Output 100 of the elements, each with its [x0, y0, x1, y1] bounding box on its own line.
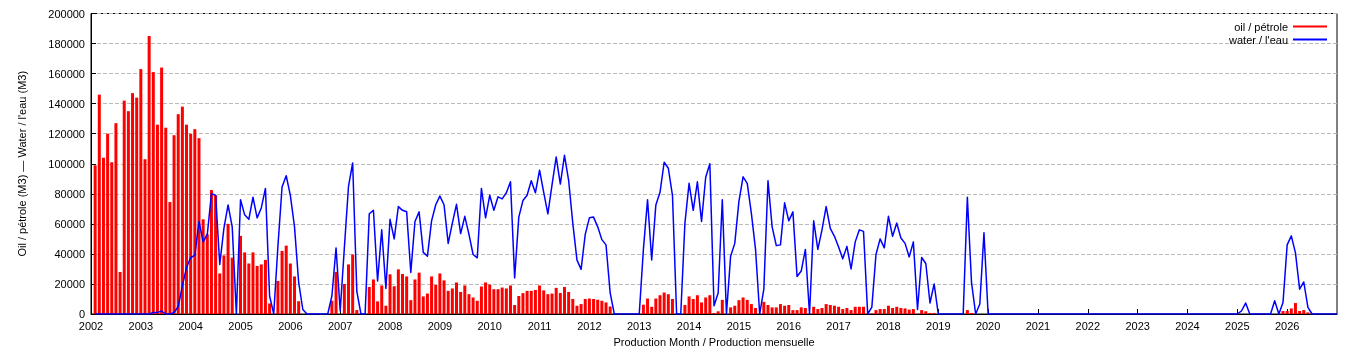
bar: [131, 93, 135, 314]
bar: [646, 298, 650, 314]
bar: [899, 307, 903, 314]
x-tick-label: 2022: [1075, 319, 1101, 332]
bar: [546, 294, 550, 314]
x-tick-label: 2007: [327, 319, 353, 332]
bar: [832, 305, 836, 314]
bar: [209, 190, 213, 314]
bar: [691, 298, 695, 314]
bar: [587, 298, 591, 314]
bar: [500, 287, 504, 314]
bar: [853, 306, 857, 314]
bar: [442, 280, 446, 314]
bar: [737, 300, 741, 314]
bar: [600, 300, 604, 314]
bar: [812, 306, 816, 314]
bar: [413, 279, 417, 314]
bar: [139, 69, 143, 314]
y-tick-label: 200000: [48, 7, 85, 20]
y-tick-label: 60000: [54, 217, 85, 230]
x-tick-label: 2017: [826, 319, 851, 332]
x-tick-label: 2009: [427, 319, 453, 332]
bar: [820, 307, 824, 314]
bar: [496, 289, 500, 314]
x-tick-label: 2021: [1025, 319, 1051, 332]
x-tick-label: 2006: [278, 319, 303, 332]
bar: [255, 265, 259, 314]
bar: [783, 305, 787, 314]
bar: [180, 106, 184, 314]
y-tick-label: 80000: [54, 187, 85, 200]
bar: [276, 280, 280, 314]
bar: [351, 254, 355, 314]
bar: [193, 129, 197, 314]
bar: [388, 274, 392, 314]
x-tick-label: 2020: [975, 319, 1001, 332]
bar: [454, 282, 458, 314]
bar: [704, 297, 708, 314]
bar: [874, 310, 878, 314]
bar: [147, 36, 151, 314]
bar: [670, 298, 674, 314]
bar: [554, 287, 558, 314]
bar: [596, 299, 600, 314]
bar: [259, 264, 263, 314]
y-tick-label: 0: [78, 308, 85, 320]
bar: [492, 289, 496, 314]
x-tick-label: 2010: [477, 319, 502, 332]
bar: [97, 94, 101, 314]
bar: [741, 297, 745, 314]
x-tick-label: 2008: [377, 319, 403, 332]
bar: [1302, 310, 1306, 314]
y-tick-label: 120000: [48, 127, 85, 140]
x-tick-label: 2013: [627, 319, 652, 332]
bar: [334, 271, 338, 314]
bar: [745, 299, 749, 314]
bar: [803, 307, 807, 314]
x-tick-label: 2014: [676, 319, 702, 332]
x-axis-title: Production Month / Production mensuelle: [613, 335, 815, 348]
bar: [882, 309, 886, 314]
bar: [749, 304, 753, 314]
bar: [405, 276, 409, 314]
bar: [251, 252, 255, 314]
line-series: [94, 154, 1338, 315]
y-tick-label: 100000: [48, 157, 85, 170]
x-tick-label: 2012: [577, 319, 602, 332]
bar: [567, 291, 571, 314]
bar: [521, 293, 525, 314]
bar: [517, 295, 521, 314]
bar: [687, 296, 691, 314]
bar: [533, 289, 537, 314]
bar: [1293, 303, 1297, 314]
bar: [592, 298, 596, 314]
bar: [529, 290, 533, 314]
bar: [795, 310, 799, 314]
bar: [463, 285, 467, 314]
bar: [816, 309, 820, 314]
bar: [122, 100, 126, 314]
bar: [895, 306, 899, 314]
bar: [438, 273, 442, 314]
y-axis-title: Oil / pétrole (M3) — Water / l'eau (M3): [15, 70, 28, 257]
x-tick-label: 2011: [527, 319, 552, 332]
bar: [911, 309, 915, 314]
bar: [774, 307, 778, 314]
bar: [1281, 311, 1285, 314]
x-tick-label: 2025: [1225, 319, 1250, 332]
x-tick-label: 2026: [1274, 319, 1300, 332]
bar: [799, 307, 803, 314]
bar: [828, 304, 832, 314]
bar: [508, 285, 512, 314]
bar: [708, 295, 712, 314]
y-tick-label: 40000: [54, 247, 85, 260]
bar: [654, 298, 658, 314]
bar: [770, 307, 774, 314]
bar: [862, 306, 866, 314]
bar: [280, 250, 284, 314]
bar: [484, 282, 488, 314]
bar: [239, 235, 243, 314]
bar: [396, 269, 400, 314]
y-tick-label: 140000: [48, 97, 85, 110]
x-tick-label: 2016: [776, 319, 801, 332]
bar: [604, 302, 608, 314]
